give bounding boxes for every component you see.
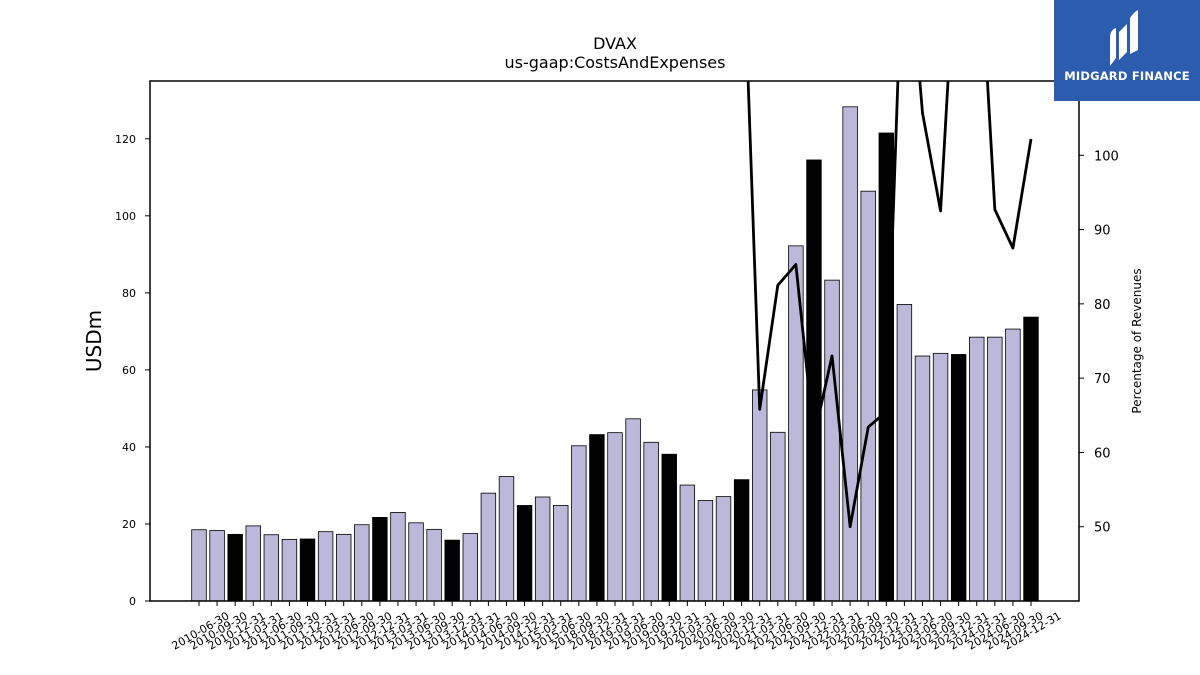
y2-tick-label: 100 [1094, 149, 1119, 164]
bar [408, 522, 424, 602]
bar [969, 336, 985, 602]
brand-name: MIDGARD FINANCE [1064, 69, 1190, 83]
chart-subtitle: us-gaap:CostsAndExpenses [505, 53, 726, 72]
bar [914, 355, 931, 602]
y-tick-label: 0 [129, 595, 136, 608]
bar [227, 533, 243, 602]
y-axis-left: 0 20 40 60 80 100 120 [115, 133, 150, 608]
brand-badge: MIDGARD FINANCE [1054, 0, 1200, 101]
bar [824, 279, 840, 602]
bar [480, 492, 497, 602]
bar-series [191, 106, 1039, 602]
bar [661, 453, 677, 602]
bar [281, 538, 298, 602]
bar [625, 418, 641, 602]
y-axis-right: 50 60 70 80 90 100 [1079, 149, 1119, 536]
bar [317, 531, 334, 602]
bar [715, 496, 732, 602]
y-axis-label: USDm [82, 310, 106, 372]
bar [444, 539, 460, 602]
bar [860, 190, 876, 602]
y2-tick-label: 80 [1094, 298, 1111, 313]
y-tick-label: 100 [115, 210, 136, 223]
bar [191, 529, 207, 602]
bar [534, 496, 551, 602]
y2-axis-label: Percentage of Revenues [1130, 268, 1144, 413]
bar [643, 441, 659, 602]
bar [390, 512, 406, 602]
bar [498, 476, 515, 602]
bar [679, 484, 696, 602]
bar [1023, 316, 1039, 602]
bar [209, 530, 225, 602]
bar [607, 432, 623, 602]
pct-revenues-line [746, 81, 1033, 529]
y2-tick-label: 50 [1094, 521, 1111, 536]
bar [299, 538, 316, 602]
bar [987, 336, 1003, 602]
bar [878, 132, 895, 602]
bar [263, 534, 280, 602]
bar [553, 505, 569, 602]
y-tick-label: 80 [122, 287, 136, 300]
x-axis: 2010-06-302010-09-302010-12-312011-03-31… [170, 601, 1064, 653]
y-tick-label: 60 [122, 364, 136, 377]
bar [571, 445, 587, 602]
y-tick-label: 20 [122, 518, 136, 531]
bar [932, 352, 949, 602]
bar [335, 533, 352, 602]
bar [426, 528, 442, 602]
bar [770, 431, 786, 602]
y2-tick-label: 70 [1094, 372, 1111, 387]
bar [896, 304, 913, 602]
bar [516, 505, 533, 602]
midgard-logo-icon [1110, 10, 1138, 66]
y2-tick-label: 90 [1094, 224, 1111, 239]
y-tick-label: 120 [115, 133, 136, 146]
bar [697, 500, 714, 602]
chart-title: DVAX [593, 34, 637, 53]
bar [788, 245, 804, 602]
bar [354, 524, 370, 602]
y2-tick-label: 60 [1094, 446, 1111, 461]
bar [245, 525, 261, 602]
bar [462, 533, 479, 602]
y-tick-label: 40 [122, 441, 136, 454]
bar [1005, 328, 1021, 602]
pct-revenues-series [746, 81, 1033, 529]
bar [733, 479, 750, 602]
bar [589, 434, 605, 602]
bar [950, 354, 967, 602]
bar [372, 517, 388, 602]
bar [752, 389, 768, 602]
